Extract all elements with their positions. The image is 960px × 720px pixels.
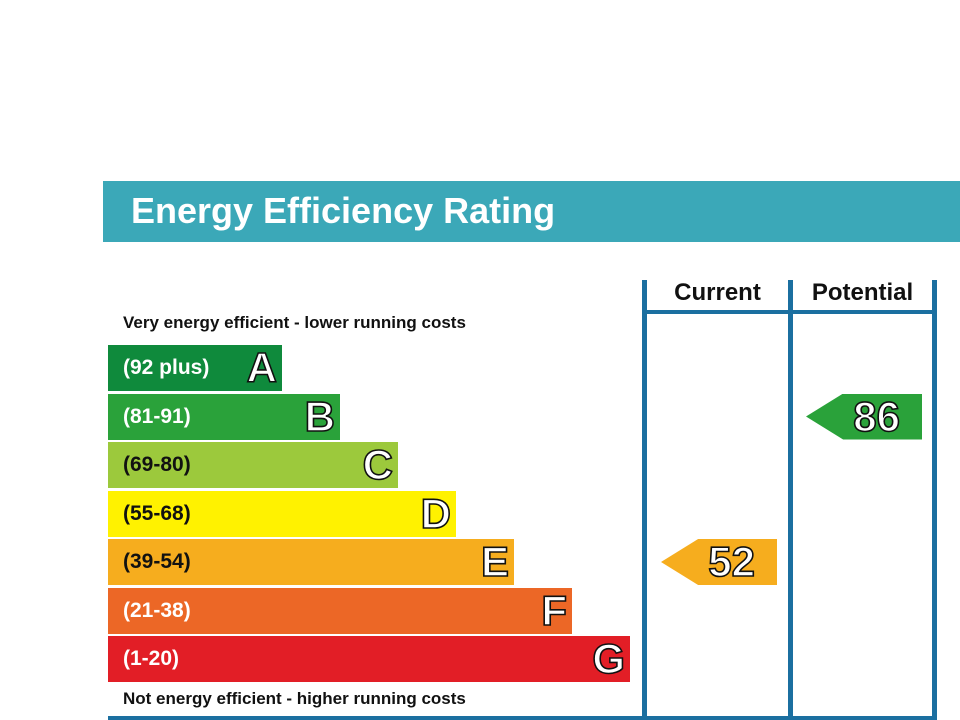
band-letter: B xyxy=(304,392,336,440)
band-letter: G xyxy=(592,635,626,683)
potential-rating-pointer: 86 xyxy=(806,392,922,440)
current-rating-pointer: 52 xyxy=(661,539,777,585)
band-range-label: (39-54) xyxy=(123,550,191,573)
band-letter: F xyxy=(541,586,568,634)
bottom-note: Not energy efficient - higher running co… xyxy=(123,689,466,708)
band-c: (69-80) C xyxy=(108,441,398,489)
band-letter: E xyxy=(480,538,510,586)
column-divider-middle xyxy=(788,280,793,720)
band-range-label: (81-91) xyxy=(123,404,191,428)
header-underline xyxy=(642,310,937,314)
current-rating-value: 52 xyxy=(707,538,755,585)
column-divider-right xyxy=(932,280,937,720)
band-a: (92 plus) A xyxy=(108,344,282,392)
band-f: (21-38) F xyxy=(108,586,572,634)
bottom-border xyxy=(108,716,937,720)
band-g: (1-20) G xyxy=(108,635,630,683)
band-b: (81-91) B xyxy=(108,392,340,440)
band-range-label: (55-68) xyxy=(123,501,191,525)
potential-rating-value: 86 xyxy=(852,392,900,440)
top-note: Very energy efficient - lower running co… xyxy=(123,313,466,332)
band-range-label: (69-80) xyxy=(123,453,191,476)
band-letter: D xyxy=(420,489,452,537)
column-header-current: Current xyxy=(674,279,761,306)
band-e: (39-54) E xyxy=(108,538,514,586)
band-d: (55-68) D xyxy=(108,489,456,537)
band-range-label: (92 plus) xyxy=(123,356,210,379)
band-range-label: (21-38) xyxy=(123,598,191,622)
band-letter: C xyxy=(362,441,394,489)
band-letter: A xyxy=(246,344,278,392)
band-range-label: (1-20) xyxy=(123,647,180,670)
page-title: Energy Efficiency Rating xyxy=(131,190,556,231)
column-header-potential: Potential xyxy=(811,279,914,306)
header-banner: Energy Efficiency Rating xyxy=(103,181,960,242)
column-divider-left xyxy=(642,280,647,720)
